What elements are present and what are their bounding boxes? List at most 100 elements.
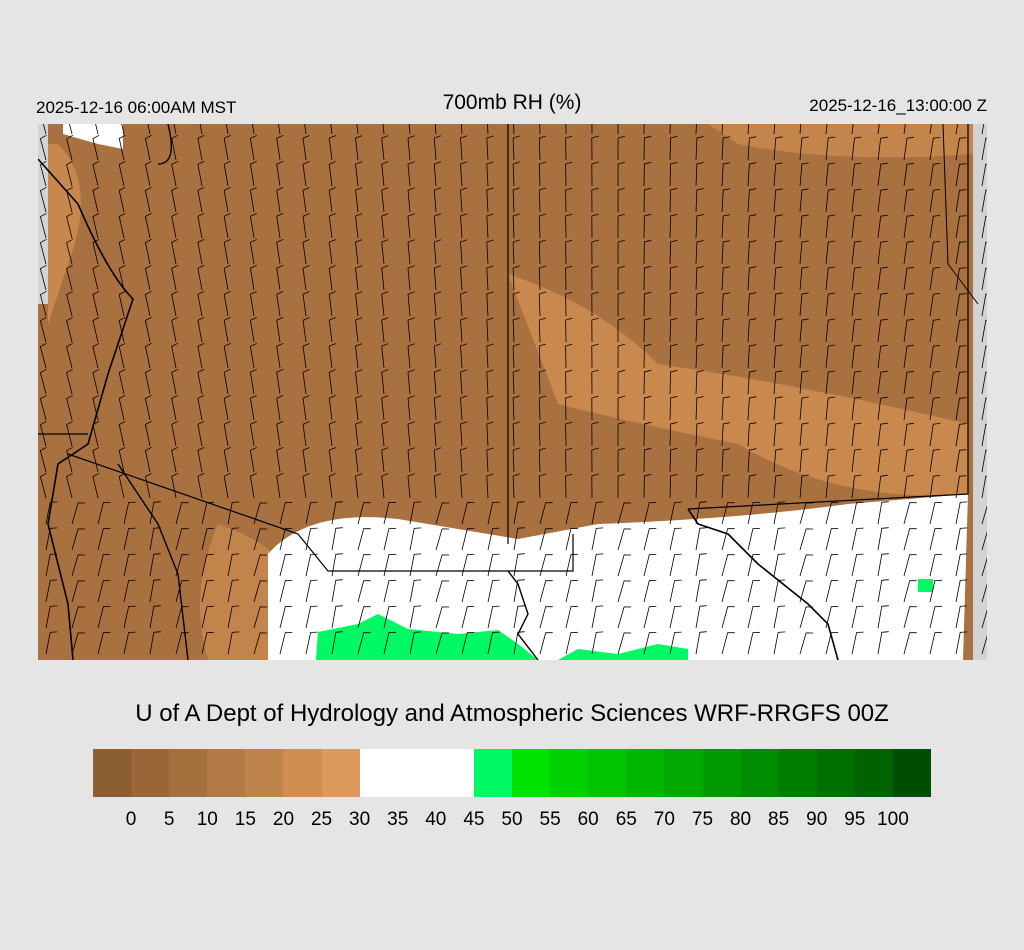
wind-barb [643,580,657,603]
wind-barb [539,632,553,655]
wind-barb [383,605,396,629]
wind-barb [721,162,731,187]
wind-barb [381,473,389,499]
wind-barb [591,369,599,395]
wind-barb [565,501,578,525]
wind-barb [747,448,757,473]
wind-barb [355,187,363,213]
wind-barb [407,291,415,317]
wind-barb [617,606,632,629]
wind-barb [617,632,632,655]
wind-barb [773,318,783,343]
wind-barb [669,292,678,317]
wind-barb [981,215,987,239]
wind-barb [591,239,599,265]
wind-barb [669,344,678,369]
wind-barb [144,134,152,161]
wind-barb [171,472,179,499]
wind-barb [486,395,494,421]
wind-barb [97,580,111,603]
wind-barb [747,370,757,395]
wind-barb [305,579,318,603]
wind-barb [223,447,231,473]
wind-barb [144,186,152,213]
wind-barb [591,579,604,603]
wind-barb [955,124,959,135]
wind-barb [97,502,111,525]
wind-barb [39,394,47,421]
wind-barb [512,317,520,343]
wind-barb [903,292,914,317]
wind-barb [276,473,284,499]
wind-barb [851,474,862,499]
wind-barb [929,345,941,369]
wind-barb [539,528,553,551]
wind-barb [539,580,553,603]
wind-barb [591,527,604,551]
wind-barb [721,396,731,421]
wind-barb [877,448,888,473]
wind-barb [197,368,205,395]
wind-barb [929,241,941,265]
wind-barb [123,605,136,629]
wind-barb [144,394,152,421]
wind-barb [486,369,494,395]
wind-barb [721,370,731,395]
wind-barb [903,136,914,161]
wind-barb [331,527,343,551]
wind-barb [721,214,731,239]
wind-barb [279,632,293,655]
wind-barb [92,472,100,499]
wind-barb [955,527,968,551]
wind-barb [669,631,682,655]
wind-barb [460,369,468,395]
wind-barb [669,214,678,239]
wind-barb [695,136,704,161]
wind-barb [565,553,578,577]
wind-barb [538,317,547,343]
rh-wet-region [316,614,538,660]
wind-barb [643,343,652,369]
wind-barb [328,473,336,499]
wind-barb [330,124,333,135]
wind-barb [381,187,389,213]
wind-barb [357,580,371,603]
wind-barb [223,187,231,213]
wind-barb [460,473,468,499]
wind-barb [538,291,547,317]
wind-barb [617,421,626,447]
wind-barb [955,605,968,629]
wind-barb [381,135,389,161]
wind-barb [460,135,468,161]
wind-barb [903,344,914,369]
wind-barb [92,264,100,291]
wind-barb [460,421,468,447]
wind-barb [903,124,906,135]
wind-barb [118,368,126,395]
wind-barb [175,632,189,655]
wind-barb [407,343,415,369]
wind-barb [929,371,941,395]
colorbar-cell [550,749,589,797]
wind-barb [92,394,100,421]
wind-barb [223,473,231,499]
wind-barb [643,502,657,525]
wind-barb [407,421,415,447]
wind-barb [773,553,786,577]
wind-barb [123,553,136,577]
colorbar-cell [93,749,132,797]
colorbar-label: 85 [768,809,790,830]
wind-barb [981,189,987,213]
wind-barb [357,502,371,525]
colorbar-label: 40 [425,809,447,830]
wind-barb [721,240,731,265]
wind-barb [903,240,914,265]
wind-barb [695,396,704,421]
wind-barb [773,162,783,187]
wind-barb [39,134,47,161]
wind-barb [173,124,177,135]
wind-barb [486,317,494,343]
wind-barb [565,239,573,265]
wind-barb [331,501,343,525]
wind-barb [227,631,240,655]
